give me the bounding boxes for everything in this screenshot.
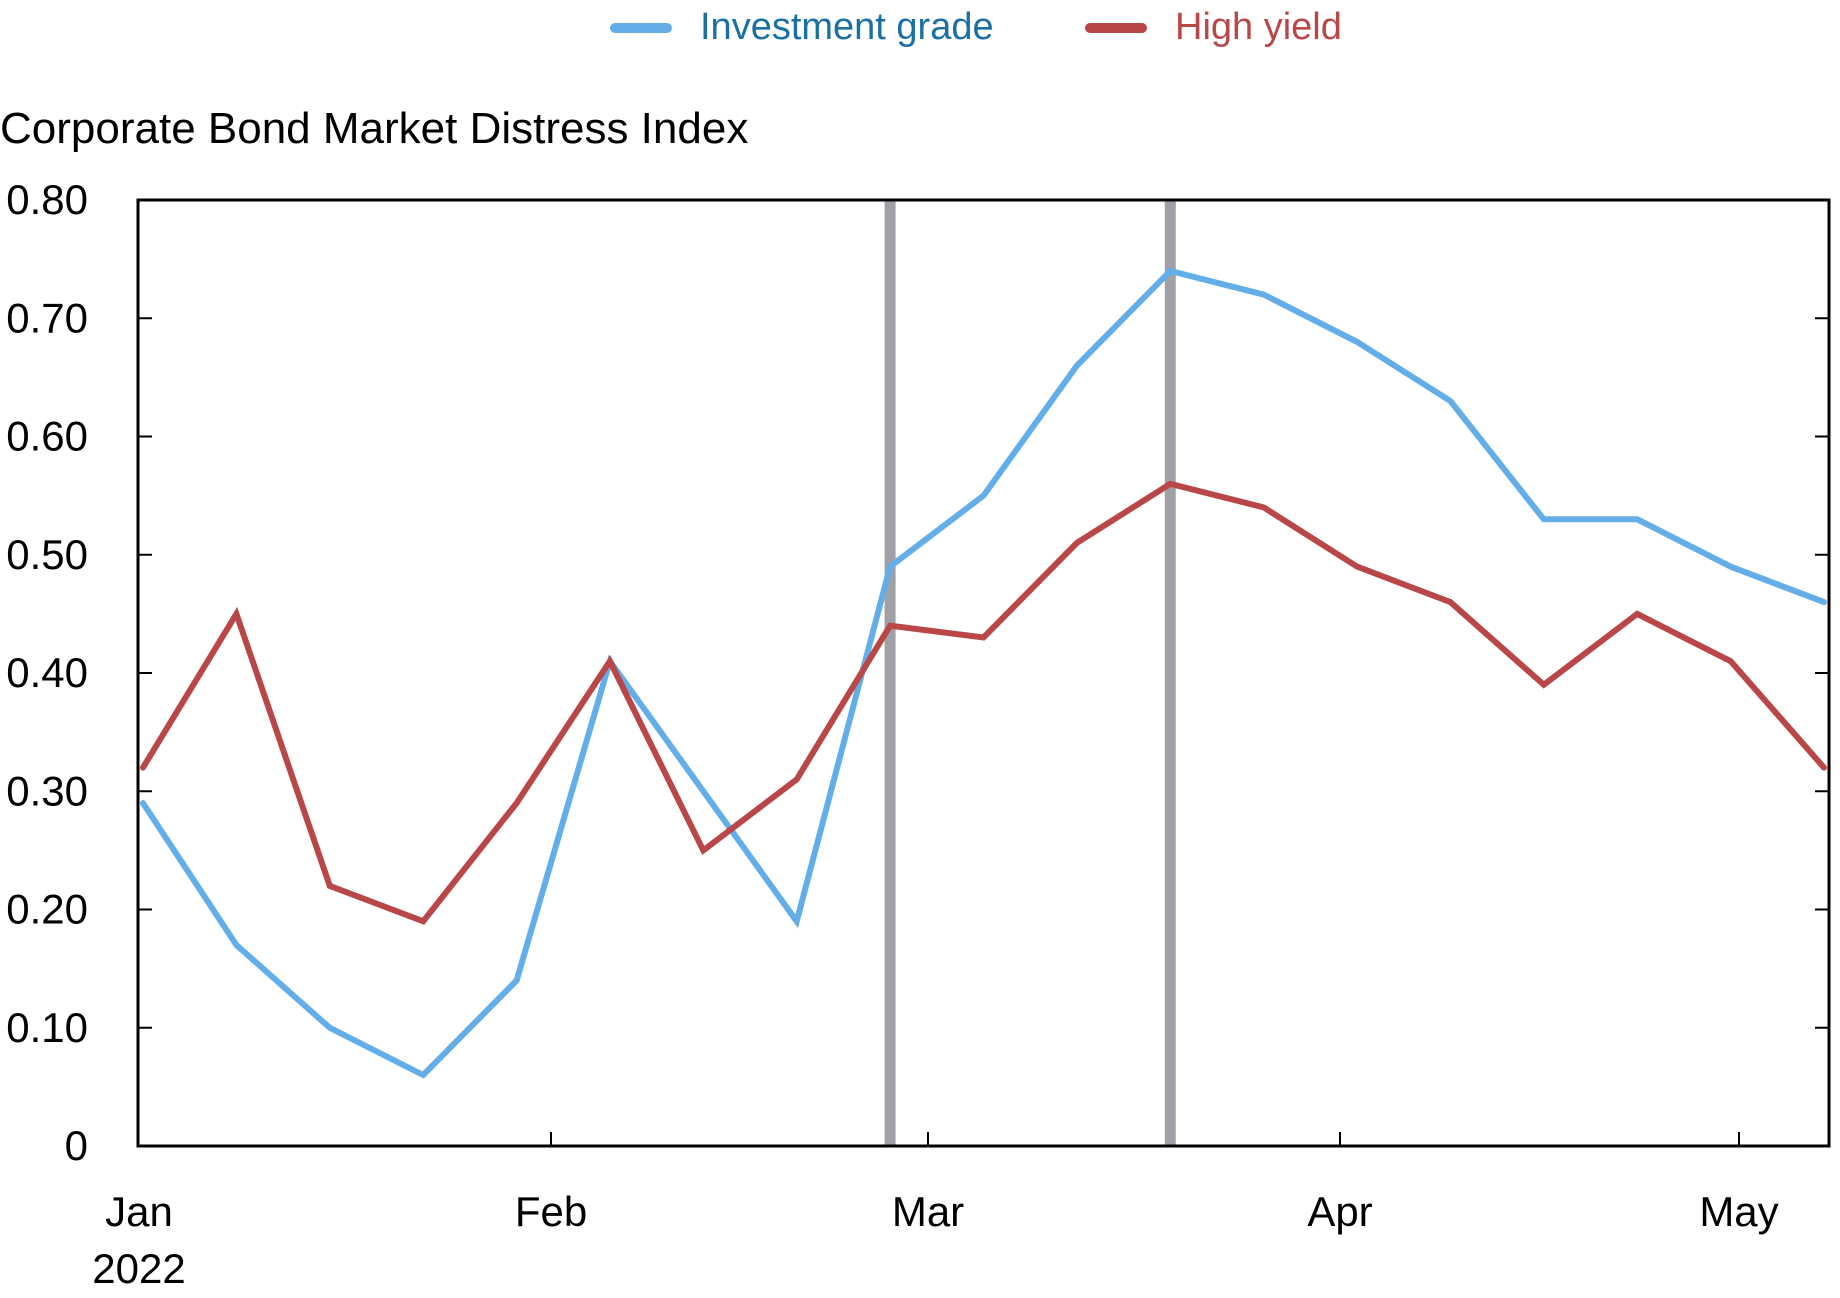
- legend-swatch-investment-grade: [610, 22, 672, 33]
- legend-item-investment-grade: Investment grade: [610, 6, 994, 49]
- legend-item-high-yield: High yield: [1085, 6, 1342, 49]
- legend-label-investment-grade: Investment grade: [700, 6, 994, 48]
- y-tick-label: 0.30: [6, 767, 88, 814]
- x-year-label: 2022: [92, 1245, 185, 1292]
- event-markers: [884, 200, 1176, 1146]
- x-tick-label: Apr: [1307, 1188, 1372, 1235]
- y-tick-label: 0.40: [6, 649, 88, 696]
- y-tick-label: 0.10: [6, 1004, 88, 1051]
- x-tick-label: Jan: [105, 1188, 173, 1235]
- x-tick-label: May: [1699, 1188, 1778, 1235]
- y-tick-label: 0.70: [6, 294, 88, 341]
- x-axis: Jan Feb Mar Apr May 2022: [92, 1132, 1779, 1292]
- y-tick-label: 0.60: [6, 413, 88, 460]
- data-series: [140, 267, 1827, 1079]
- x-tick-label: Feb: [515, 1188, 587, 1235]
- legend-label-high-yield: High yield: [1175, 6, 1342, 48]
- y-axis: 0 0.10 0.20 0.30 0.40 0.50 0.60 0.70 0.80: [6, 176, 1829, 1169]
- series-line-investment-grade: [140, 267, 1827, 1079]
- y-tick-label: 0: [65, 1122, 88, 1169]
- y-tick-label: 0.80: [6, 176, 88, 223]
- y-tick-label: 0.20: [6, 886, 88, 933]
- chart-legend: Investment grade High yield: [0, 0, 1840, 70]
- plot-frame: [136, 198, 1831, 1148]
- legend-swatch-high-yield: [1085, 22, 1147, 33]
- x-tick-label: Mar: [892, 1188, 964, 1235]
- series-line-high-yield: [140, 480, 1827, 925]
- y-tick-label: 0.50: [6, 531, 88, 578]
- chart-title: Corporate Bond Market Distress Index: [0, 104, 749, 153]
